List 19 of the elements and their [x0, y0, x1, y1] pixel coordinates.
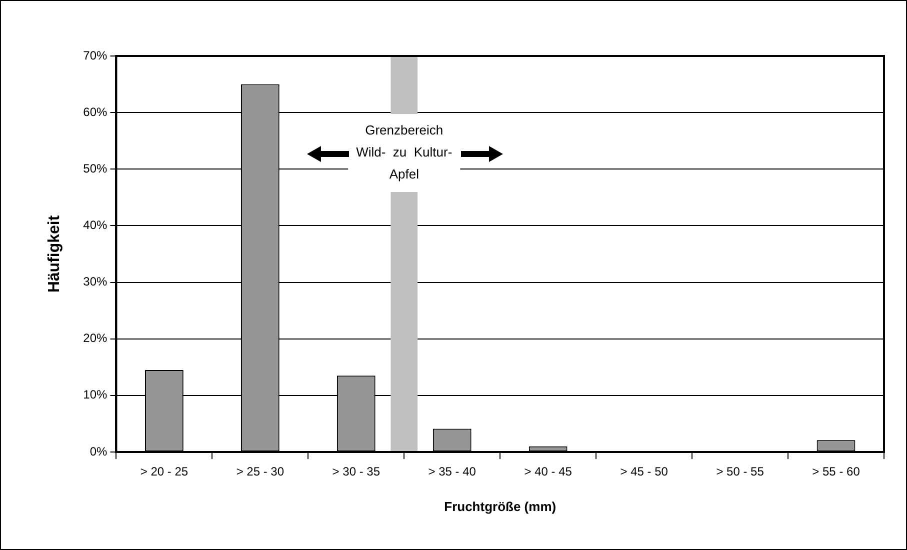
y-tick-label: 10%	[83, 388, 108, 402]
x-axis-title: Fruchtgröße (mm)	[444, 498, 556, 514]
y-tick-label: 60%	[83, 104, 108, 119]
y-tick-label: 0%	[90, 444, 108, 458]
x-tick-label: > 25 - 30	[236, 464, 284, 479]
y-tick-label: 40%	[83, 218, 108, 232]
x-tick-label: > 50 - 55	[716, 464, 764, 479]
y-tick-label: 70%	[83, 48, 108, 62]
x-tick-label: > 45 - 50	[620, 464, 668, 479]
x-tick-label: > 35 - 40	[428, 464, 476, 479]
y-tick-label: 30%	[83, 274, 108, 289]
y-tick-label: 50%	[83, 161, 108, 176]
y-tick-label: 20%	[83, 331, 108, 346]
x-tick-label: > 30 - 35	[332, 464, 380, 479]
x-tick-label: > 40 - 45	[524, 464, 572, 479]
band-label: Grenzbereich Wild- zu Kultur- Apfel	[356, 122, 452, 182]
x-tick-label: > 20 - 25	[140, 464, 188, 479]
x-tick-label: > 55 - 60	[812, 464, 860, 479]
y-axis-title: Häufigkeit	[46, 214, 64, 293]
